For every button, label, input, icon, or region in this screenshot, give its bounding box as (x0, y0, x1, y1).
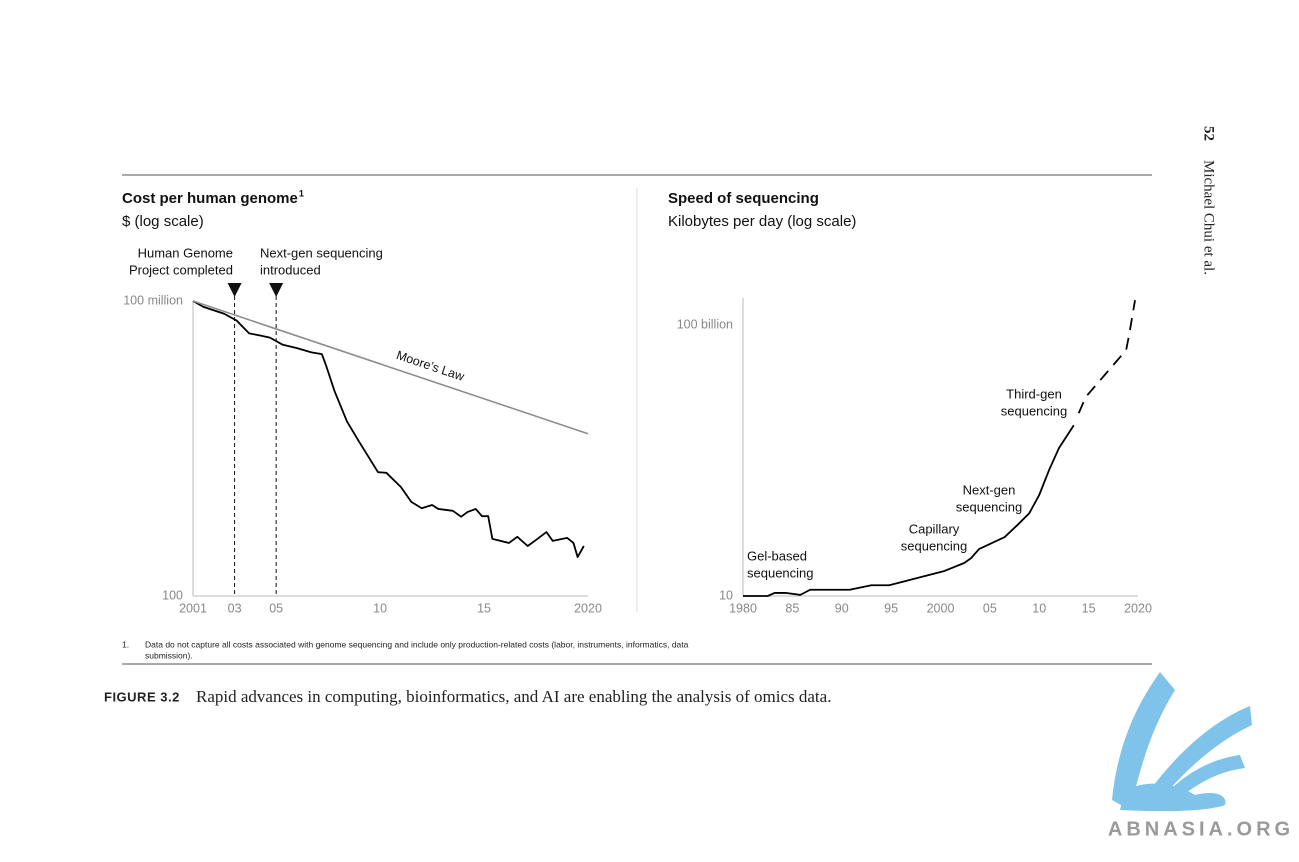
event-label: introduced (260, 262, 321, 277)
x-tick-label: 90 (835, 601, 849, 615)
footnote-line: Data do not capture all costs associated… (145, 639, 689, 649)
series-line (743, 424, 1075, 597)
event-label: Next-gen sequencing (260, 245, 383, 260)
x-tick-label: 2001 (179, 601, 207, 615)
event-label: Project completed (129, 262, 233, 277)
x-tick-label: 2020 (574, 601, 602, 615)
logo (1112, 672, 1252, 812)
annotation: Next-gen (963, 482, 1016, 497)
y-tick-label: 100 billion (677, 317, 733, 331)
series-line (192, 300, 589, 435)
x-tick-label: 15 (477, 601, 491, 615)
event-marker (269, 283, 284, 297)
caption-label: FIGURE 3.2 (104, 689, 180, 704)
x-tick-label: 10 (1032, 601, 1046, 615)
annotation: Capillary (909, 521, 960, 536)
watermark: ABNASIA.ORG (1108, 818, 1294, 840)
annotation: sequencing (1001, 403, 1068, 418)
annotation: Third-gen (1006, 386, 1062, 401)
x-tick-label: 05 (269, 601, 283, 615)
running-head: Michael Chui et al. (1201, 160, 1217, 275)
x-tick-label: 03 (228, 601, 242, 615)
x-tick-label: 85 (785, 601, 799, 615)
series-label: Moore’s Law (395, 348, 467, 384)
chart: Cost per human genome 1 $ (log scale) 100 10… (122, 188, 602, 615)
chart-subtitle: Kilobytes per day (log scale) (668, 213, 856, 230)
x-tick-label: 95 (884, 601, 898, 615)
x-tick-label: 15 (1082, 601, 1096, 615)
caption-text: Rapid advances in computing, bioinformat… (196, 687, 831, 706)
x-tick-label: 1980 (729, 601, 757, 615)
chart-title: Cost per human genome (122, 190, 298, 207)
footnote-line: submission). (145, 650, 193, 660)
annotation: sequencing (901, 538, 968, 553)
footnote-ref: 1 (299, 188, 304, 198)
x-tick-label: 05 (983, 601, 997, 615)
chart-title: Speed of sequencing (668, 190, 819, 207)
annotation: sequencing (747, 565, 814, 580)
annotation: Gel-based (747, 548, 807, 563)
y-tick-label: 100 million (123, 293, 183, 307)
y-tick-label: 100 (162, 588, 183, 602)
page-number: 52 (1201, 126, 1217, 141)
x-tick-label: 2000 (927, 601, 955, 615)
event-marker (227, 283, 242, 297)
annotation: sequencing (956, 499, 1023, 514)
series-line (192, 300, 585, 558)
series-line (1077, 300, 1136, 414)
x-tick-label: 10 (373, 601, 387, 615)
x-tick-label: 2020 (1124, 601, 1152, 615)
chart-subtitle: $ (log scale) (122, 213, 204, 230)
event-label: Human Genome (138, 245, 233, 260)
chart: Speed of sequencing Kilobytes per day (lo… (668, 190, 1152, 615)
footnote-marker: 1. (122, 639, 129, 649)
y-tick-label: 10 (719, 588, 733, 602)
